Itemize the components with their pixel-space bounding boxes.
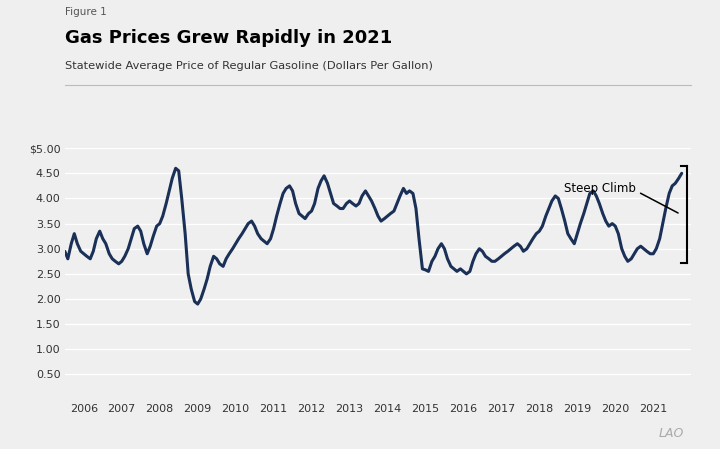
Text: Steep Climb: Steep Climb <box>564 182 636 195</box>
Text: Figure 1: Figure 1 <box>65 7 107 17</box>
Text: Statewide Average Price of Regular Gasoline (Dollars Per Gallon): Statewide Average Price of Regular Gasol… <box>65 61 433 70</box>
Text: LAO: LAO <box>659 427 684 440</box>
Text: Gas Prices Grew Rapidly in 2021: Gas Prices Grew Rapidly in 2021 <box>65 29 392 47</box>
